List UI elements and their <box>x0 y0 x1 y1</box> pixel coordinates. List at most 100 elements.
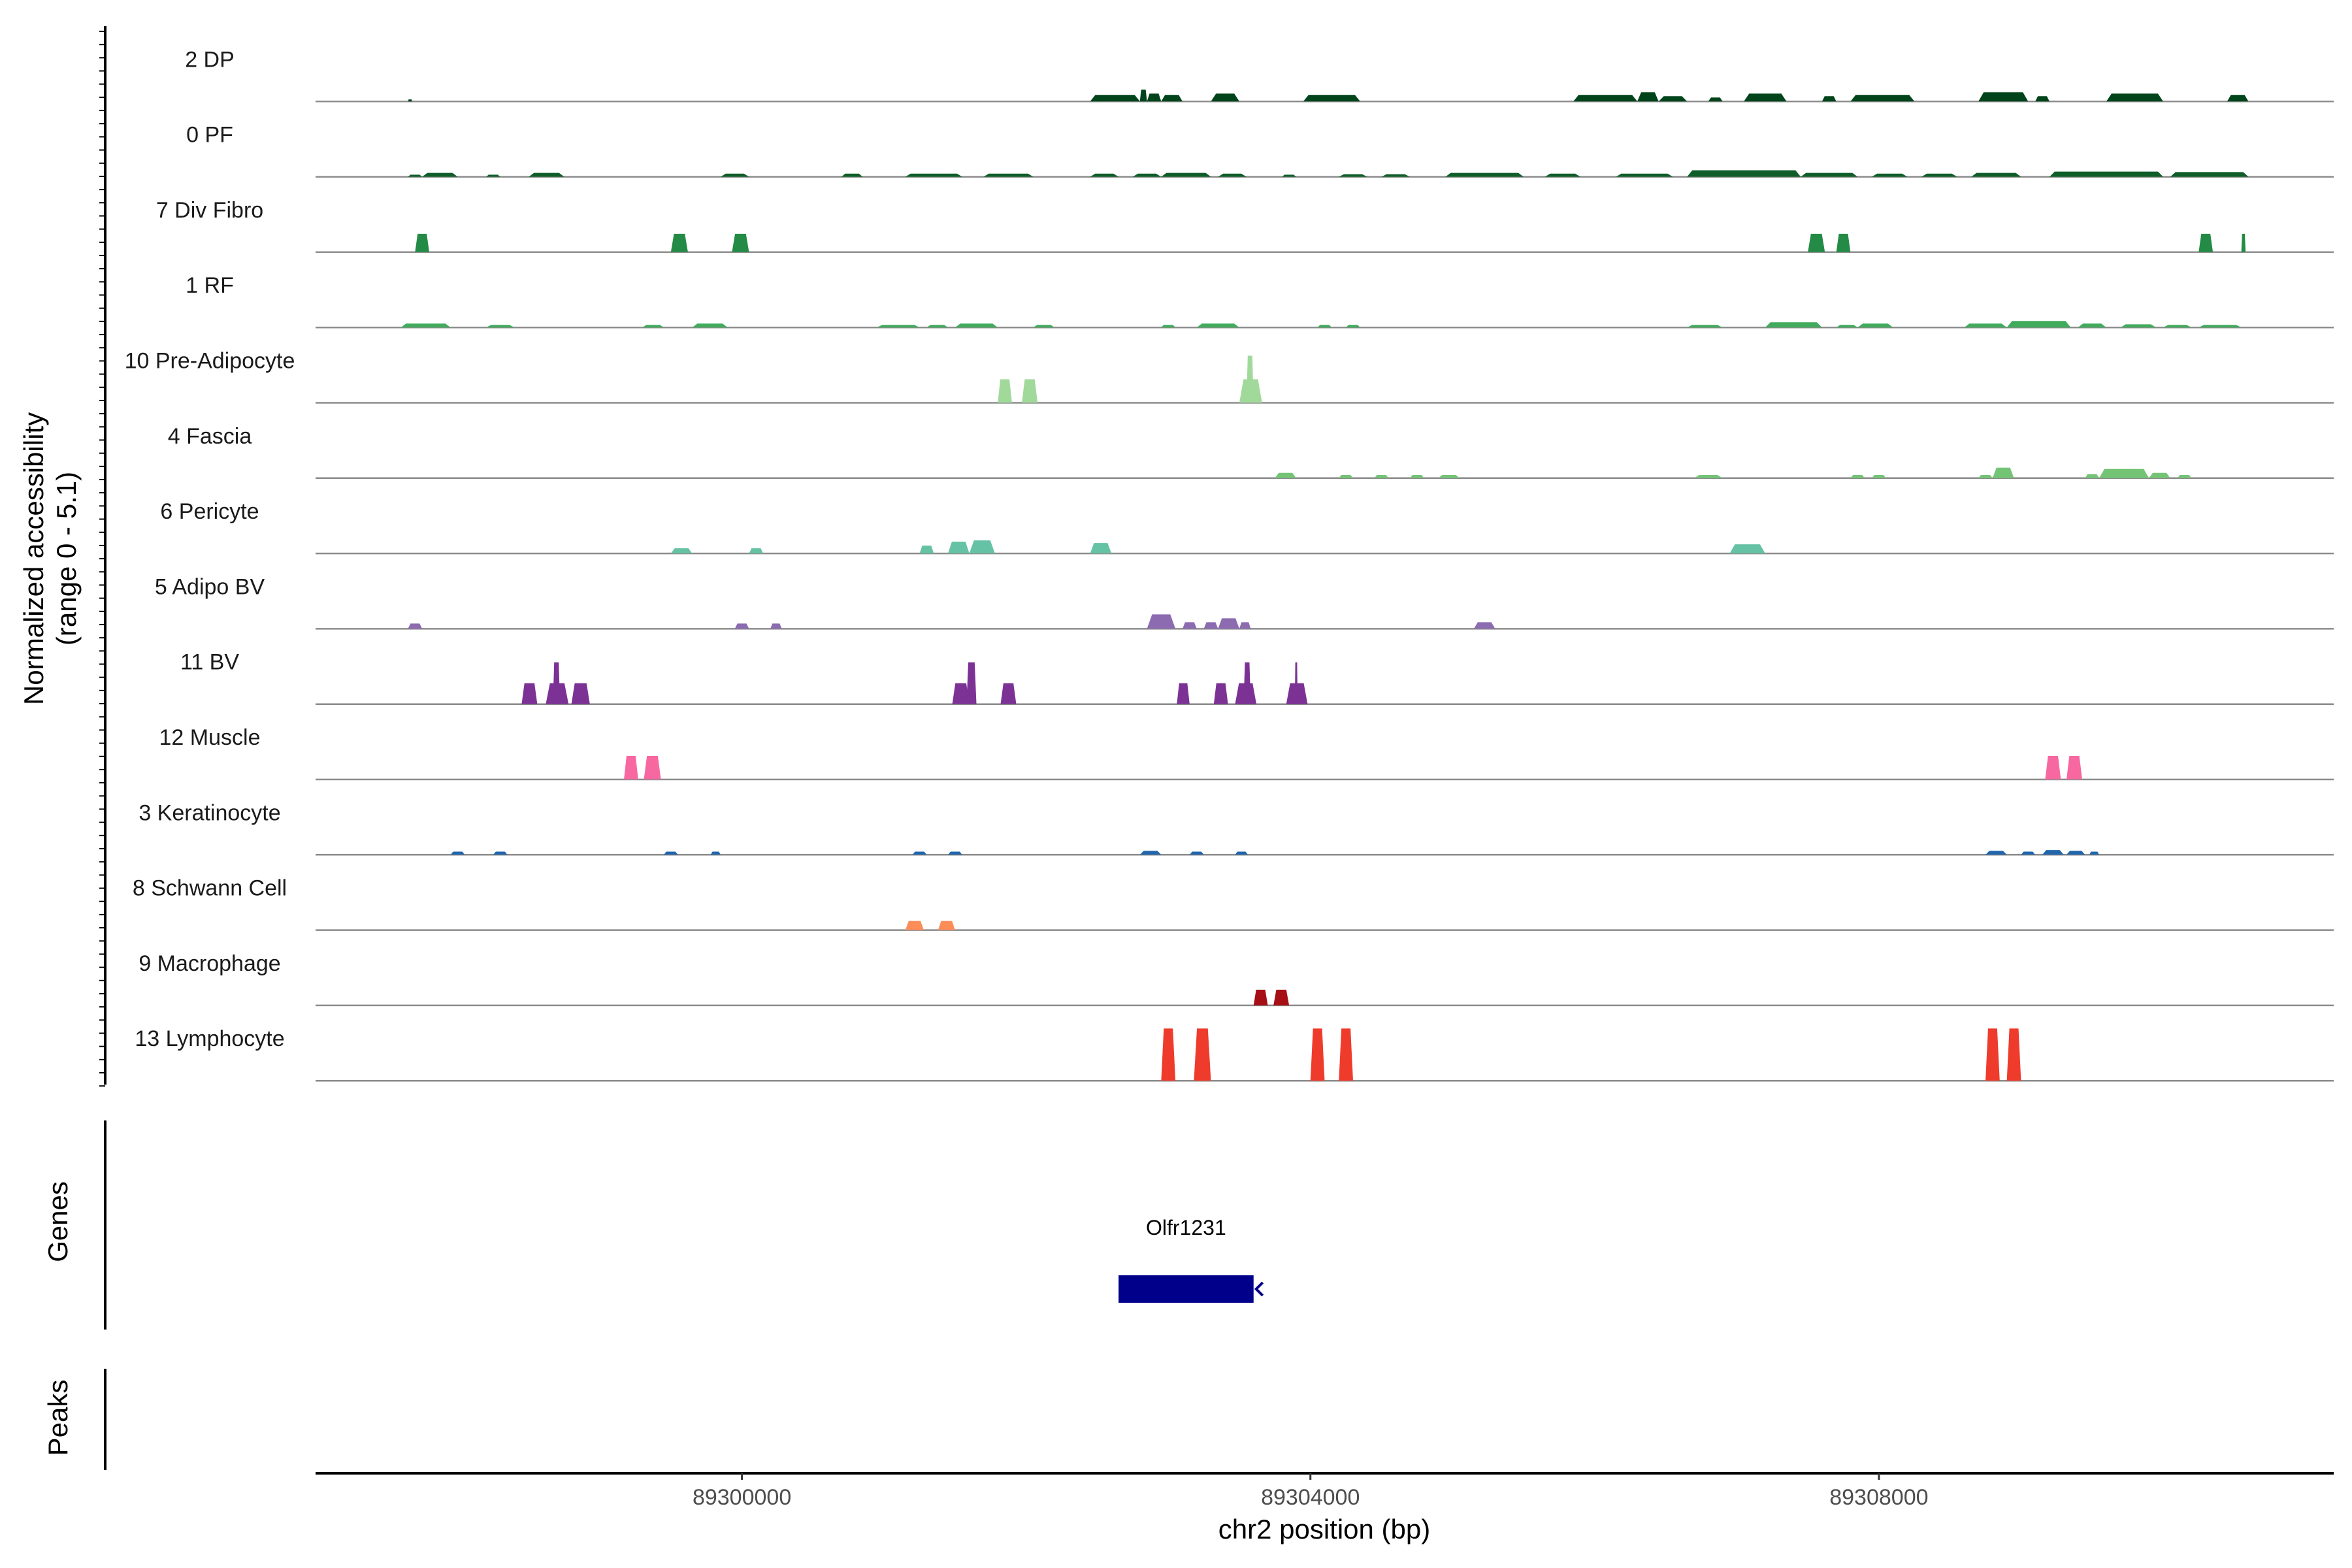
coverage-peak <box>1971 172 2021 177</box>
coverage-peak <box>553 662 561 704</box>
coverage-peak <box>1161 1028 1176 1081</box>
coverage-peak <box>2078 323 2106 328</box>
coverage-peak <box>2049 171 2163 177</box>
coverage-peak <box>1161 172 1211 177</box>
coverage-peak <box>521 683 538 704</box>
coverage-peak <box>1139 90 1147 102</box>
track-label: 0 PF <box>186 123 233 148</box>
x-axis: 89300000 89304000 89308000 <box>316 1472 2334 1510</box>
coverage-peak <box>1374 475 1389 478</box>
coverage-peak <box>422 172 458 177</box>
coverage-peak <box>952 683 970 704</box>
coverage-peak <box>938 921 955 930</box>
track-label: 3 Keratinocyte <box>139 800 280 825</box>
coverage-peak <box>1132 173 1162 177</box>
coverage-peak <box>400 323 451 328</box>
coverage-peak <box>1850 95 1915 102</box>
gene-model: Olfr1231 <box>1119 1216 1264 1303</box>
coverage-peak <box>1000 683 1017 704</box>
coverage-peak <box>1211 93 1239 102</box>
coverage-peak <box>1978 92 2029 102</box>
coverage-peak <box>1694 475 1723 478</box>
coverage-peak <box>905 921 924 930</box>
coverage-peak <box>1196 323 1239 328</box>
strand-arrow <box>1254 1281 1264 1297</box>
y-axis-title-line1: Normalized accessibility <box>18 412 49 705</box>
coverage-peak <box>1808 233 1825 252</box>
coverage-peak <box>1273 989 1290 1005</box>
x-axis-title: chr2 position (bp) <box>1218 1514 1431 1544</box>
coverage-peak <box>2241 233 2246 252</box>
coverage-peak <box>1147 614 1176 629</box>
coverage-peak <box>1857 323 1893 328</box>
coverage-peak <box>1294 662 1298 704</box>
x-tick-label: 89308000 <box>1829 1485 1928 1510</box>
coverage-peak <box>1161 95 1183 102</box>
coverage-peak <box>1801 172 1858 177</box>
coverage-peak <box>1964 323 2007 328</box>
coverage-peak <box>529 172 564 177</box>
coverage-peak <box>624 756 638 779</box>
track-1: 2 DP <box>185 47 2334 103</box>
coverage-peak <box>2177 475 2192 478</box>
coverage-peak <box>948 542 970 554</box>
track-8: 5 Adipo BV <box>155 574 2334 630</box>
track-label: 8 Schwann Cell <box>133 876 287 901</box>
coverage-peak <box>1235 851 1249 855</box>
coverage-peak <box>1744 93 1787 102</box>
y-axis-title-group: Normalized accessibility (range 0 - 5.1) <box>18 412 82 705</box>
coverage-peak <box>1022 379 1038 403</box>
coverage-peak <box>450 851 465 855</box>
track-label: 13 Lymphocyte <box>135 1026 284 1051</box>
coverage-peak <box>2066 756 2082 779</box>
coverage-peak <box>1410 475 1424 478</box>
track-label: 12 Muscle <box>159 725 261 750</box>
coverage-peak <box>2035 96 2050 102</box>
coverage-peak <box>408 99 412 102</box>
track-label: 1 RF <box>186 273 234 298</box>
genes-layer: Olfr1231 <box>104 1120 1264 1330</box>
coverage-peak <box>1303 95 1360 102</box>
coverage-peak <box>1246 355 1254 403</box>
coverage-peak <box>486 325 515 328</box>
coverage-peak <box>1381 174 1411 177</box>
coverage-peak <box>1177 683 1190 704</box>
track-3: 7 Div Fibro <box>156 198 2334 253</box>
coverage-peak <box>1765 322 1822 328</box>
coverage-peak <box>2045 756 2061 779</box>
x-tick-label: 89300000 <box>693 1485 791 1510</box>
coverage-peak <box>1090 95 1140 102</box>
gene-label: Olfr1231 <box>1146 1216 1226 1239</box>
track-label: 10 Pre-Adipocyte <box>125 349 295 374</box>
side-panels: Genes Peaks <box>42 1181 73 1456</box>
coverage-peak <box>2099 468 2149 478</box>
track-label: 5 Adipo BV <box>155 574 265 599</box>
coverage-peak <box>1182 622 1197 629</box>
coverage-peak <box>2066 851 2085 855</box>
coverage-peak <box>770 623 782 629</box>
coverage-peak <box>2106 93 2163 102</box>
coverage-peak <box>1821 96 1837 102</box>
coverage-peak <box>1253 989 1268 1005</box>
coverage-peak <box>841 173 863 177</box>
coverage-peak <box>1836 233 1851 252</box>
track-9: 11 BV <box>180 650 2334 705</box>
coverage-peak <box>2163 325 2192 328</box>
coverage-peak <box>905 173 962 177</box>
coverage-peak <box>1473 622 1495 629</box>
coverage-peak <box>1445 172 1524 177</box>
coverage-peak <box>1637 92 1659 102</box>
coverage-peak <box>1985 1028 2000 1081</box>
coverage-peak <box>1310 1028 1325 1081</box>
coverage-peak <box>1203 622 1218 629</box>
track-label: 4 Fascia <box>168 424 252 449</box>
x-tick-label: 89304000 <box>1261 1485 1360 1510</box>
coverage-peak <box>948 851 962 855</box>
coverage-peak <box>1161 325 1176 328</box>
track-6: 4 Fascia <box>168 424 2334 480</box>
coverage-peak <box>1544 173 1581 177</box>
coverage-peak <box>2198 233 2213 252</box>
coverage-peak <box>1339 174 1367 177</box>
coverage-peak <box>720 173 749 177</box>
